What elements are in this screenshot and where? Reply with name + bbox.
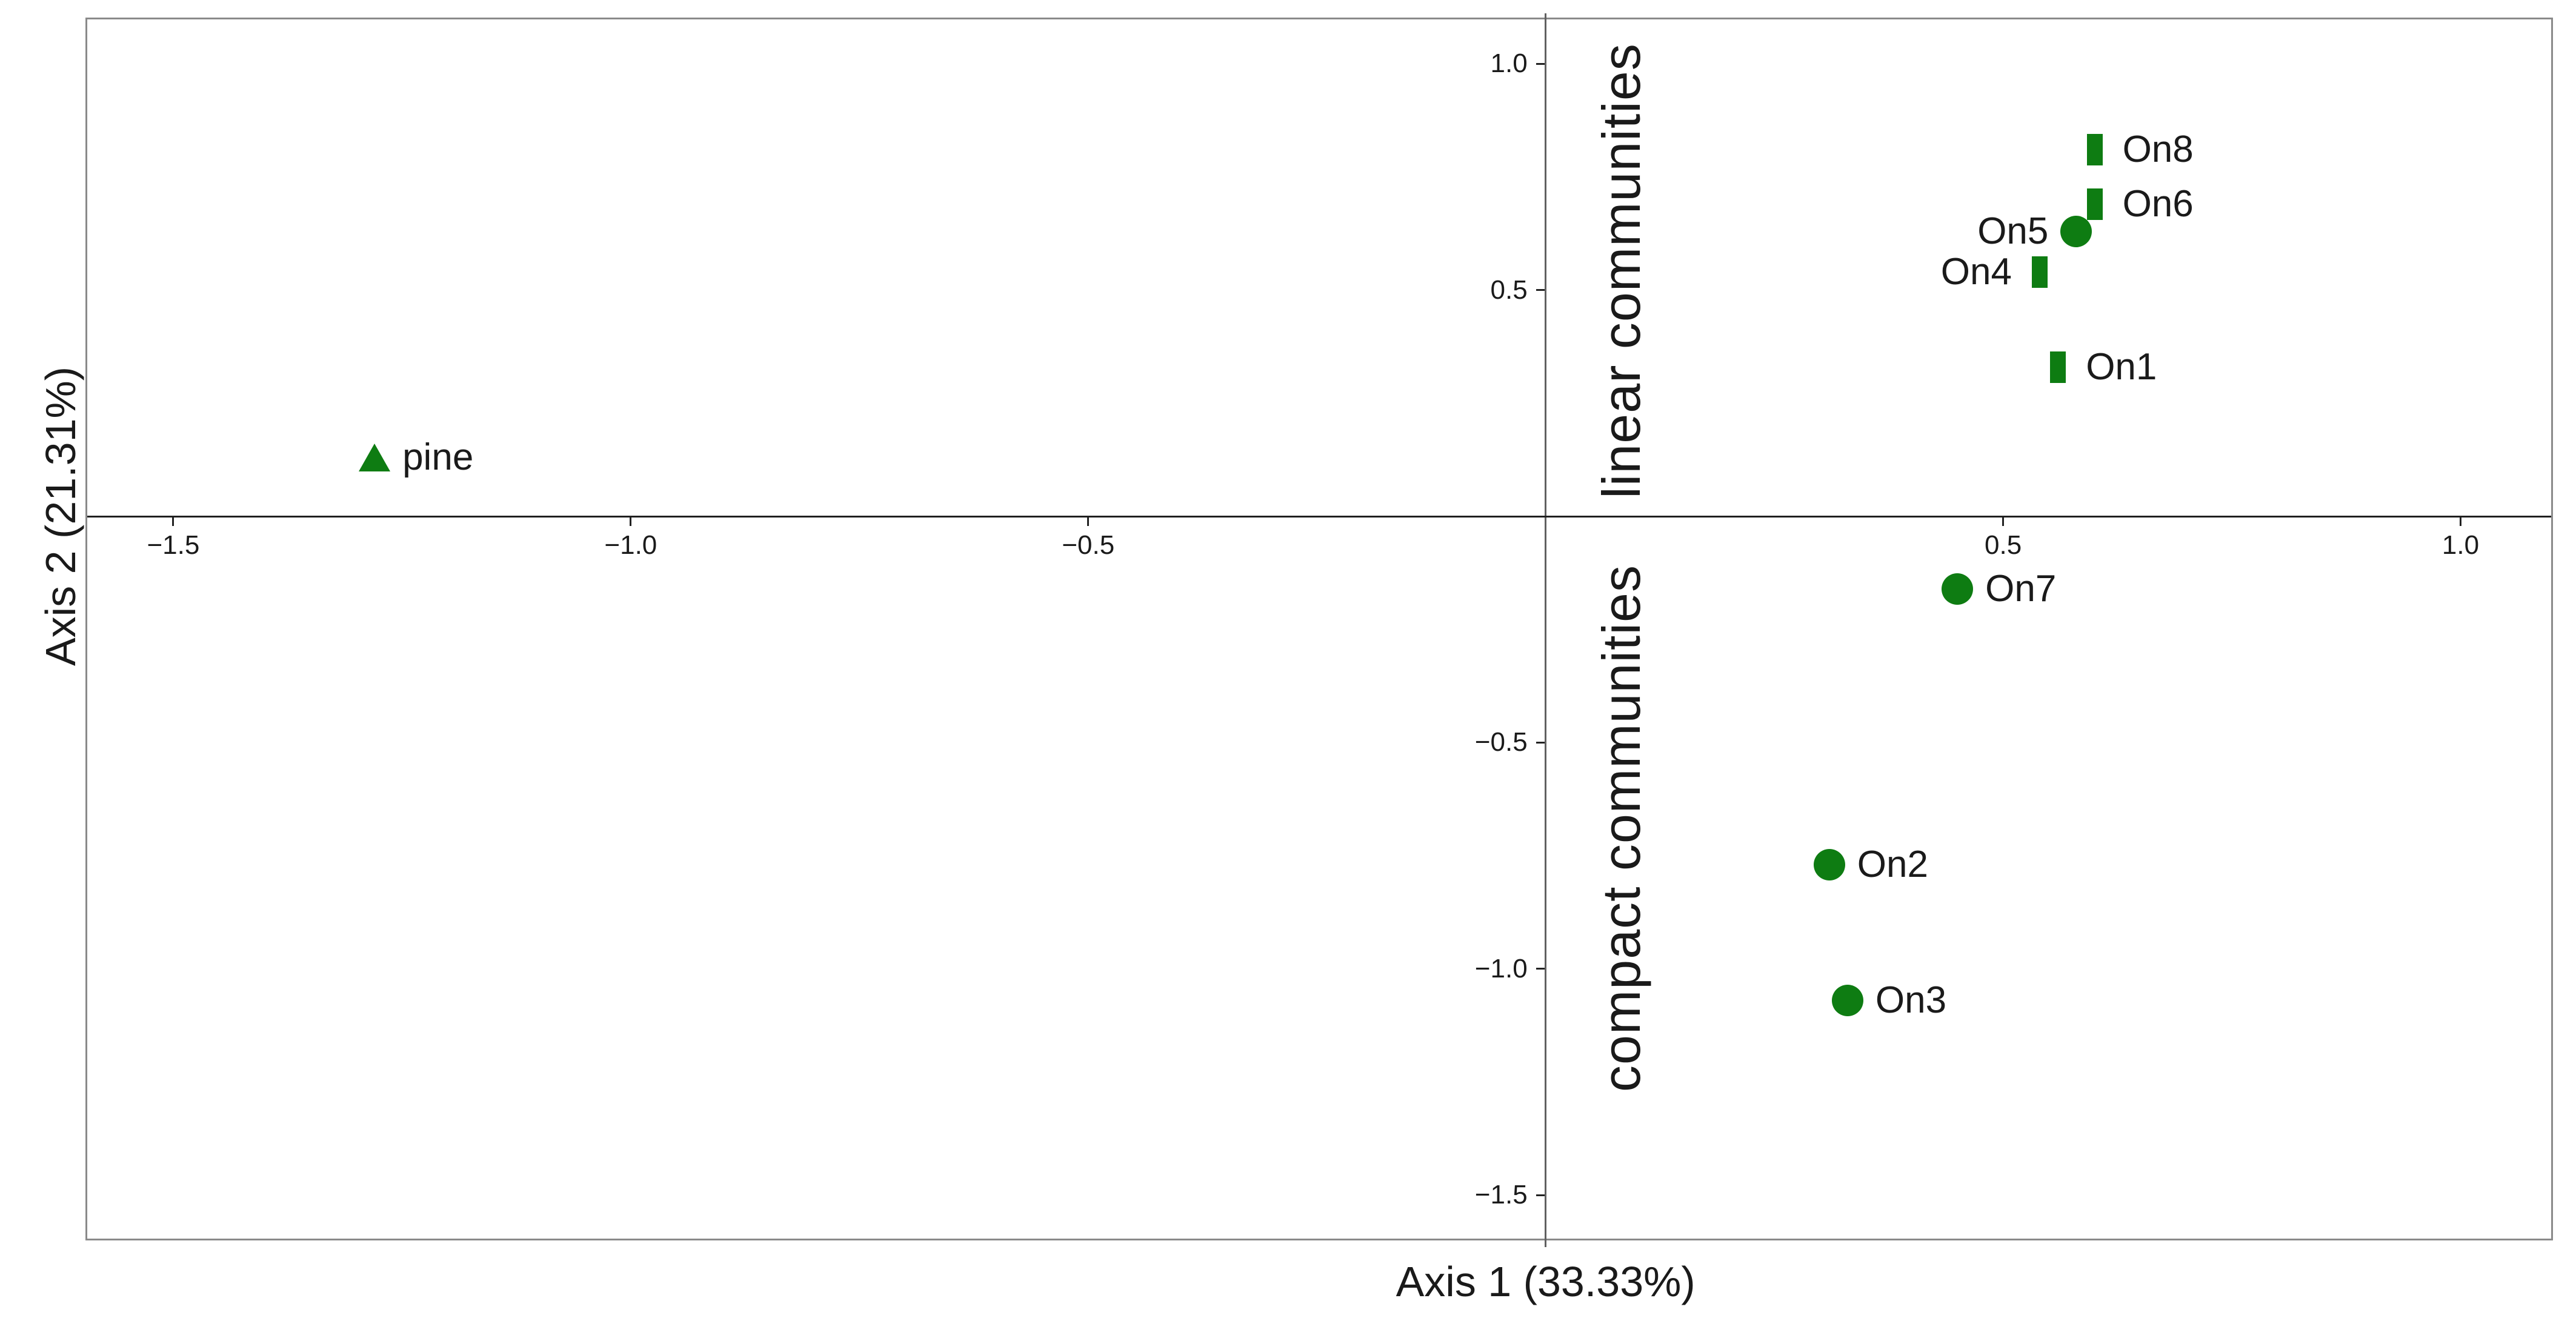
point-pine-marker <box>359 443 391 471</box>
point-On6-marker <box>2086 188 2103 220</box>
annotation-compact-communities: compact communities <box>1591 564 1651 1092</box>
x-axis-tick-label: 0.5 <box>1985 530 2022 561</box>
point-On3-marker <box>1831 985 1863 1017</box>
x-axis-tick-label: −1.5 <box>147 530 200 561</box>
point-On3-label: On3 <box>1875 979 1947 1022</box>
plot-area-border <box>85 18 2553 1240</box>
point-On2-marker <box>1813 849 1845 881</box>
y-axis-tick-label: 0.5 <box>1490 275 1528 305</box>
point-pine-label: pine <box>402 436 474 478</box>
y-axis-tick-label: −1.5 <box>1474 1180 1528 1210</box>
x-axis-tick-label: −1.0 <box>604 530 657 561</box>
annotation-linear-communities: linear communities <box>1591 43 1651 499</box>
x-axis-tick <box>172 517 175 526</box>
y-axis-tick-label: −0.5 <box>1474 727 1528 757</box>
x-axis-tick <box>2460 517 2462 526</box>
point-On4-marker <box>2031 256 2048 288</box>
x-axis-tick-label: 1.0 <box>2441 530 2480 561</box>
point-On2-label: On2 <box>1857 844 1928 886</box>
y-axis-zero-line <box>1545 13 1547 1247</box>
x-axis-tick-label: −0.5 <box>1062 530 1115 561</box>
point-On5-label: On5 <box>1977 210 2049 252</box>
x-axis-tick <box>630 517 632 526</box>
point-On8-label: On8 <box>2122 128 2194 171</box>
point-On8-marker <box>2086 134 2103 166</box>
y-axis-tick <box>1536 289 1545 291</box>
y-axis-tick <box>1536 968 1545 970</box>
x-axis-tick <box>1087 517 1090 526</box>
y-axis-title: Axis 2 (21.31%) <box>37 366 84 667</box>
x-axis-tick <box>2002 517 2005 526</box>
point-On1-label: On1 <box>2086 345 2157 388</box>
point-On7-marker <box>1942 573 1974 605</box>
y-axis-tick-label: 1.0 <box>1490 48 1528 79</box>
point-On6-label: On6 <box>2122 182 2194 225</box>
y-axis-tick <box>1536 741 1545 744</box>
point-On4-label: On4 <box>1940 250 2012 293</box>
point-On7-label: On7 <box>1985 567 2057 610</box>
point-On1-marker <box>2050 351 2066 383</box>
x-axis-zero-line <box>87 515 2551 518</box>
point-On5-marker <box>2060 215 2092 247</box>
y-axis-tick <box>1536 1194 1545 1196</box>
x-axis-title: Axis 1 (33.33%) <box>1396 1258 1696 1305</box>
y-axis-tick <box>1536 62 1545 65</box>
y-axis-tick-label: −1.0 <box>1474 953 1528 984</box>
